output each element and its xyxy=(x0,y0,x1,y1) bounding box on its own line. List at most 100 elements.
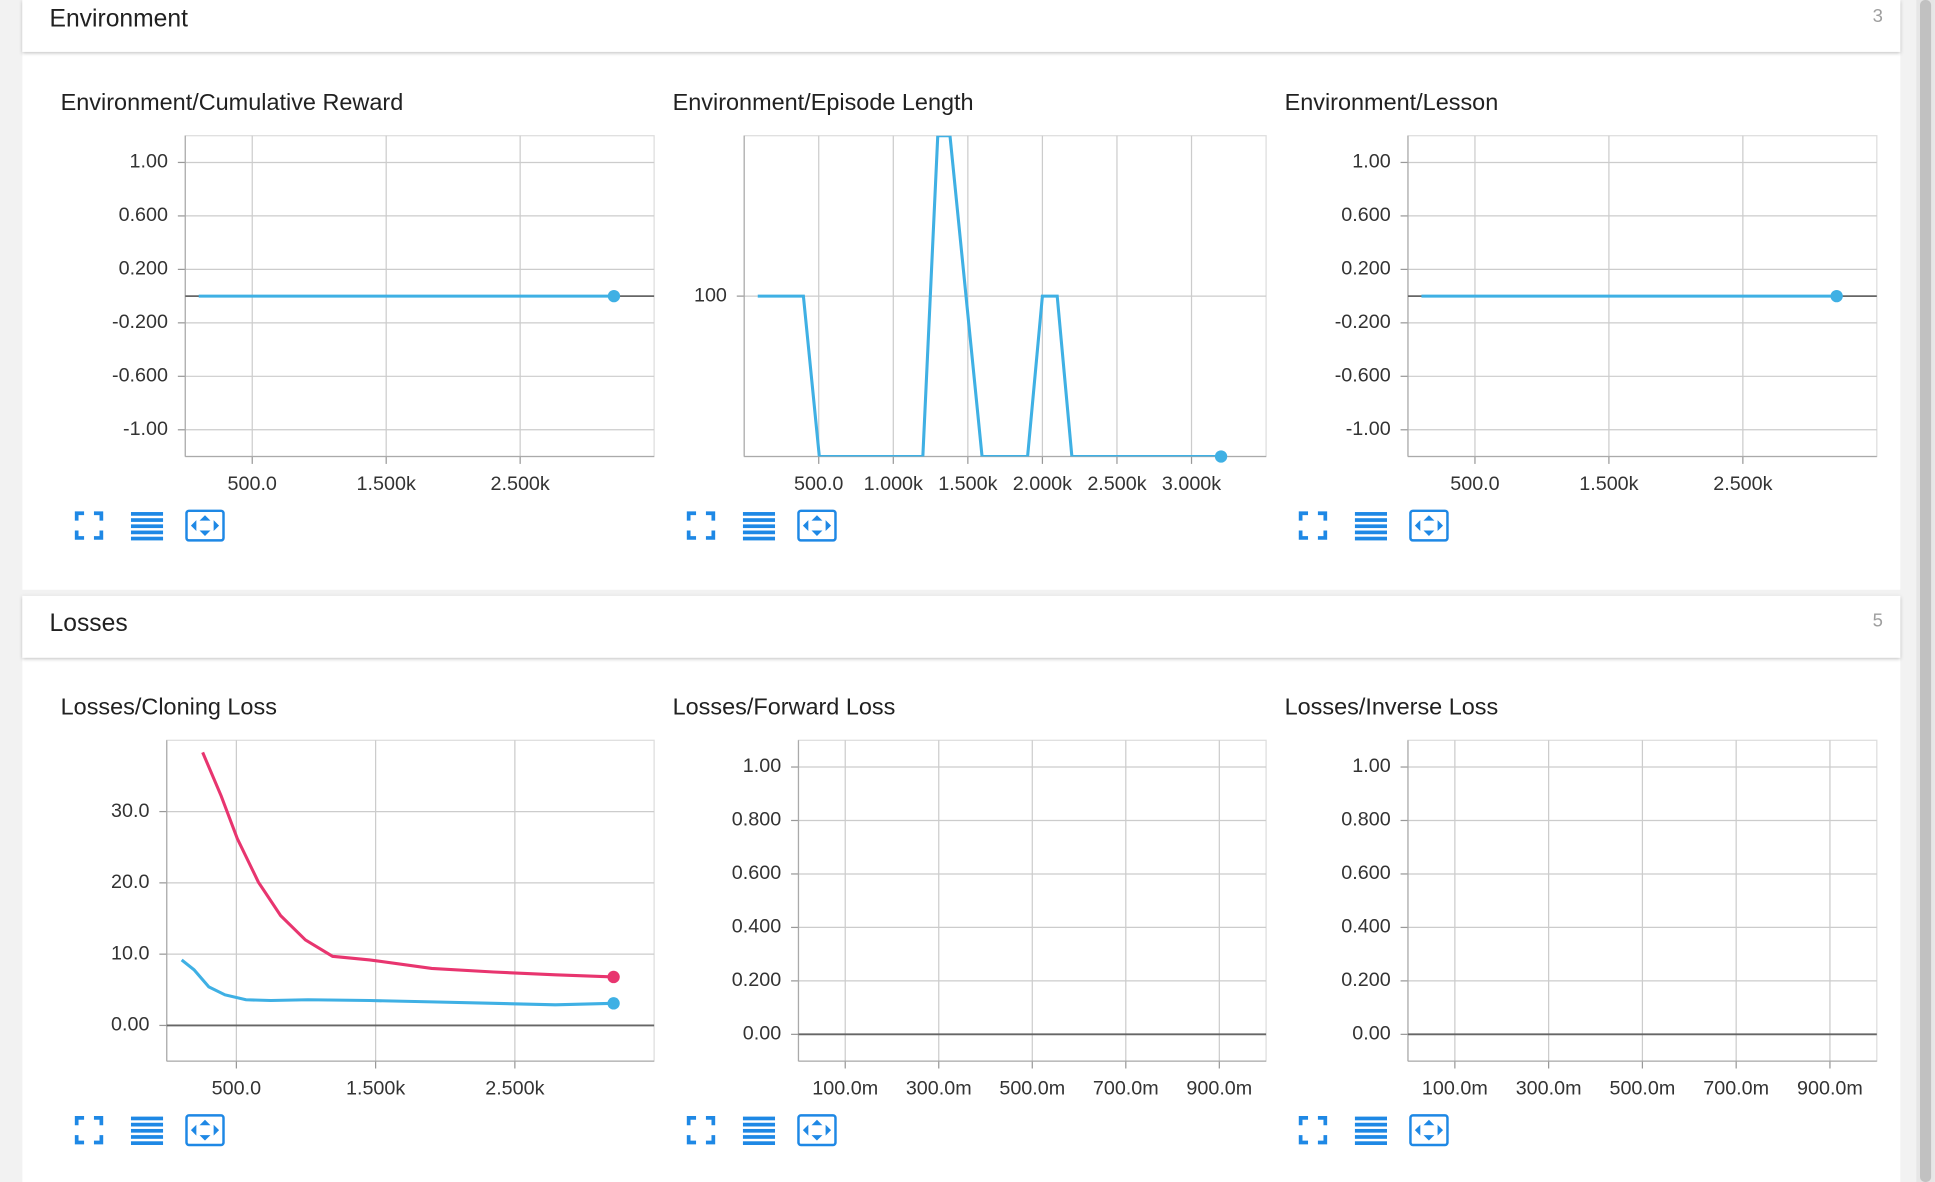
icon-box xyxy=(185,1114,225,1147)
fit-domain-button[interactable] xyxy=(1409,509,1449,542)
icon-bar xyxy=(742,1135,776,1139)
y-tick-label: 1.00 xyxy=(1352,755,1390,777)
icon-bar xyxy=(1354,1116,1387,1121)
x-tick-label: 100.0m xyxy=(812,1078,878,1100)
y-tick-label: 0.600 xyxy=(119,204,168,226)
icon-corner xyxy=(705,1135,716,1145)
fit-domain-button[interactable] xyxy=(797,1114,837,1147)
icon-corner xyxy=(93,1115,104,1126)
x-tick-label: 500.0 xyxy=(228,473,277,495)
chart-card: Environment/Episode Length 100 500.0 1.000k… xyxy=(673,89,1267,542)
icon-bar xyxy=(1354,512,1387,516)
icon-corner xyxy=(1317,530,1328,540)
icon-arrows xyxy=(1414,515,1444,536)
y-tick-label: 1.00 xyxy=(1352,151,1390,173)
fullscreen-button[interactable] xyxy=(686,1115,716,1145)
icon-bar xyxy=(742,524,776,529)
fullscreen-button[interactable] xyxy=(74,1115,104,1145)
fit-domain-button[interactable] xyxy=(185,1114,225,1147)
fullscreen-button[interactable] xyxy=(1298,1115,1328,1145)
data-table-button[interactable] xyxy=(1354,1116,1387,1145)
fullscreen-button[interactable] xyxy=(686,511,716,540)
chart-title: Environment/Lesson xyxy=(1285,89,1499,115)
icon-corner xyxy=(74,1135,85,1145)
x-tick-label: 2.500k xyxy=(485,1078,544,1100)
icon-corner xyxy=(93,530,104,540)
fit-domain-button[interactable] xyxy=(1409,1114,1449,1147)
series-line xyxy=(201,751,614,979)
icon-bar xyxy=(1354,1122,1387,1127)
data-table-button[interactable] xyxy=(130,1116,164,1145)
chart-card: Environment/Cumulative Reward 1.00 0.600 0.… xyxy=(61,89,655,542)
data-table-button[interactable] xyxy=(1354,512,1387,541)
icon-bar xyxy=(1354,530,1387,535)
icon-box xyxy=(185,509,225,542)
icon-bar xyxy=(130,536,164,541)
icon-corner xyxy=(686,1115,697,1126)
icon-bar xyxy=(1354,1135,1387,1139)
chart-title: Losses/Inverse Loss xyxy=(1285,693,1499,719)
y-tick-label: 0.800 xyxy=(732,809,781,831)
icon-box xyxy=(797,509,837,542)
data-table-button[interactable] xyxy=(742,512,776,541)
x-tick-label: 1.500k xyxy=(1579,473,1638,495)
section-count: 3 xyxy=(1873,5,1883,26)
data-table-button[interactable] xyxy=(130,512,164,541)
icon-bar xyxy=(1354,1141,1387,1145)
section-header[interactable] xyxy=(22,595,1901,658)
icon-bar xyxy=(742,530,776,535)
icon-box xyxy=(1409,509,1449,542)
fit-domain-button[interactable] xyxy=(797,509,837,542)
icon-arrows xyxy=(190,515,220,536)
icon-corner xyxy=(1298,1135,1309,1145)
icon-box xyxy=(797,1114,837,1147)
y-tick-label: -1.00 xyxy=(123,418,168,440)
icon-bar xyxy=(130,1116,164,1121)
y-tick-label: 0.600 xyxy=(1341,204,1390,226)
fit-domain-button[interactable] xyxy=(185,509,225,542)
y-tick-label: 0.00 xyxy=(1352,1023,1390,1045)
series-line xyxy=(180,958,614,1007)
y-tick-label: 10.0 xyxy=(111,942,149,964)
x-tick-label: 900.0m xyxy=(1186,1078,1252,1100)
fullscreen-button[interactable] xyxy=(74,511,104,540)
last-point xyxy=(607,997,620,1010)
scrollbar-thumb[interactable] xyxy=(1920,0,1932,1182)
icon-bar xyxy=(130,518,164,522)
icon-bar xyxy=(130,524,164,529)
icon-bar xyxy=(130,1135,164,1139)
icon-corner xyxy=(1298,511,1309,521)
icon-bar xyxy=(742,536,776,541)
y-tick-label: 0.200 xyxy=(1341,258,1390,280)
icon-bar xyxy=(742,1141,776,1145)
icon-bar xyxy=(130,1128,164,1133)
y-tick-label: 0.800 xyxy=(1341,809,1390,831)
x-tick-label: 700.0m xyxy=(1703,1078,1769,1100)
icon-corner xyxy=(1317,1115,1328,1126)
icon-bar xyxy=(1354,518,1387,522)
icon-corner xyxy=(705,1115,716,1126)
y-tick-label: 0.400 xyxy=(1341,916,1390,938)
chart-title: Losses/Forward Loss xyxy=(673,693,896,719)
icon-corner xyxy=(686,511,697,521)
x-tick-label: 1.500k xyxy=(346,1078,405,1100)
chart-card: Environment/Lesson 1.00 0.600 0.200 -0.200 -0… xyxy=(1285,89,1878,542)
icon-bar xyxy=(130,1141,164,1145)
icon-bar xyxy=(742,512,776,516)
x-tick-label: 2.500k xyxy=(1087,473,1146,495)
icon-bar xyxy=(742,1116,776,1121)
chart-card: Losses/Inverse Loss 1.00 0.800 0.600 0.400 0.… xyxy=(1285,693,1878,1147)
y-tick-label: 1.00 xyxy=(743,755,781,777)
x-tick-label: 500.0m xyxy=(999,1078,1065,1100)
y-tick-label: 0.600 xyxy=(1341,862,1390,884)
icon-corner xyxy=(705,530,716,540)
icon-bar xyxy=(130,530,164,535)
data-table-button[interactable] xyxy=(742,1116,776,1145)
y-tick-label: 0.00 xyxy=(111,1014,149,1036)
x-tick-label: 900.0m xyxy=(1797,1078,1863,1100)
section-header[interactable] xyxy=(22,0,1901,52)
fullscreen-button[interactable] xyxy=(1298,511,1328,540)
x-tick-label: 1.000k xyxy=(864,473,923,495)
icon-bar xyxy=(1354,536,1387,541)
y-tick-label: 0.200 xyxy=(119,258,168,280)
